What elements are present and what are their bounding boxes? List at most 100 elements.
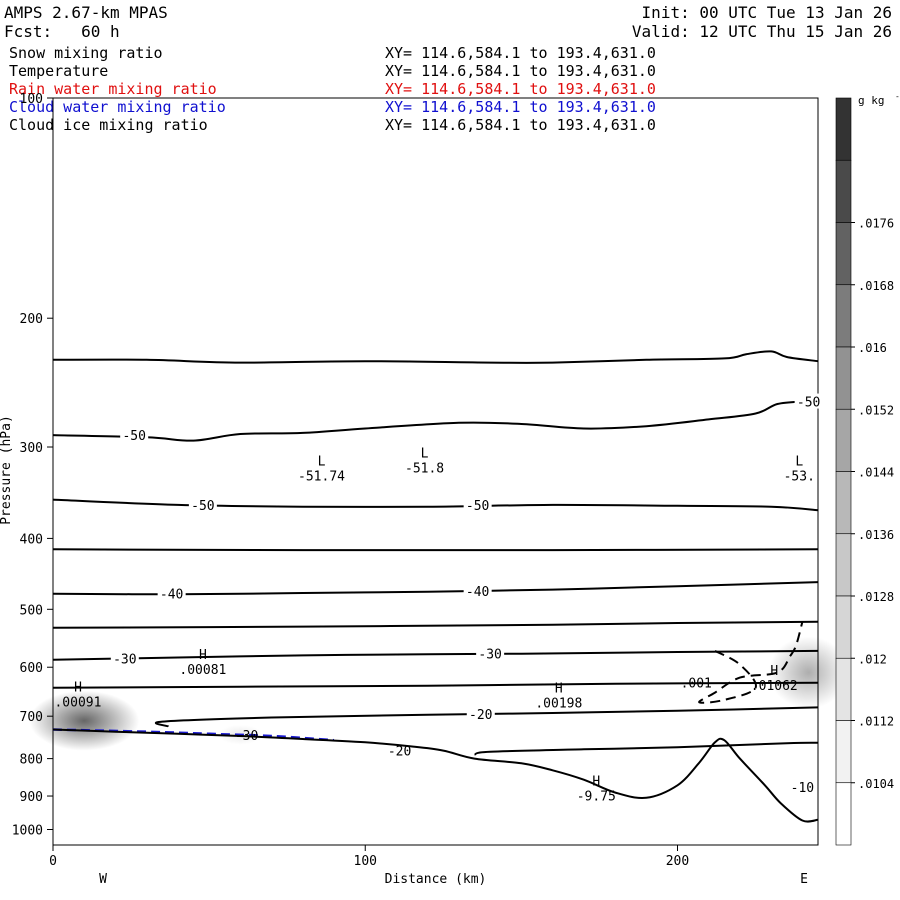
isotherm-line xyxy=(52,548,819,552)
colorbar-segment xyxy=(835,782,852,846)
isotherm-label: -20 xyxy=(469,708,492,723)
isotherm-label-bg xyxy=(110,650,139,666)
isotherm-line xyxy=(52,649,819,661)
model-title: AMPS 2.67-km MPAS xyxy=(4,3,168,22)
y-tick-label: 800 xyxy=(20,753,43,768)
colorbar-label: .0112 xyxy=(858,715,894,729)
colorbar-segment xyxy=(835,533,852,597)
extremum-type: L xyxy=(421,446,429,461)
extremum-type: L xyxy=(318,455,326,470)
y-tick-label: 300 xyxy=(20,441,43,456)
legend-xy: XY= 114.6,584.1 to 193.4,631.0 xyxy=(385,116,656,134)
y-tick-label: 200 xyxy=(20,312,43,327)
isotherm-label-bg xyxy=(120,427,149,443)
terrain-line xyxy=(52,728,819,823)
isotherm-line xyxy=(154,706,819,728)
extremum-type: H xyxy=(74,681,82,696)
legend-xy: XY= 114.6,584.1 to 193.4,631.0 xyxy=(385,62,656,80)
east-label: E xyxy=(800,872,808,887)
extremum-value: -51.74 xyxy=(298,470,345,485)
extremum-value: -53. xyxy=(784,470,815,485)
extremum-type: L xyxy=(795,455,803,470)
colorbar-label: .0152 xyxy=(858,403,894,417)
colorbar-segment xyxy=(835,159,852,223)
forecast-hour: Fcst: 60 h xyxy=(4,22,120,41)
isotherm-label-bg xyxy=(476,645,505,661)
init-time: Init: 00 UTC Tue 13 Jan 26 xyxy=(641,3,892,22)
extremum-type: H xyxy=(555,682,563,697)
y-tick-label: 700 xyxy=(20,710,43,725)
extremum-value: .00198 xyxy=(535,697,582,712)
colorbar-segment xyxy=(835,222,852,286)
isotherm-label-bg xyxy=(788,779,817,795)
isotherm-label: -50 xyxy=(797,396,820,411)
snow-mixing-contour xyxy=(698,621,804,704)
isotherm-line xyxy=(52,350,819,364)
contour-label: -30 xyxy=(235,729,258,744)
extremum-value: .00081 xyxy=(179,663,226,678)
colorbar-label: .0176 xyxy=(858,217,894,231)
cloud-ice-shading xyxy=(768,636,849,709)
cloud-ice-shading xyxy=(29,690,140,751)
colorbar-label: .016 xyxy=(858,341,887,355)
extremum-value: -9.75 xyxy=(577,789,616,804)
colorbar-segment xyxy=(835,346,852,410)
colorbar-segment xyxy=(835,471,852,535)
y-tick-label: 400 xyxy=(20,532,43,547)
isotherm-line xyxy=(52,681,819,689)
isotherm-label: -40 xyxy=(466,585,489,600)
y-tick-label: 900 xyxy=(20,790,43,805)
y-tick-label: 600 xyxy=(20,661,43,676)
isotherm-label: -50 xyxy=(122,429,145,444)
y-tick-label: 1000 xyxy=(12,824,43,839)
isotherm-line xyxy=(52,620,819,629)
colorbar-label: .0168 xyxy=(858,279,894,293)
isotherm-line xyxy=(52,400,819,442)
extremum-type: H xyxy=(592,774,600,789)
x-axis-label: Distance (km) xyxy=(385,872,487,887)
colorbar-segment xyxy=(835,720,852,784)
cloud-water-contour xyxy=(52,728,335,742)
extremum-type: H xyxy=(770,664,778,679)
x-tick-label: 0 xyxy=(49,854,57,869)
colorbar-segment xyxy=(835,595,852,659)
legend-xy: XY= 114.6,584.1 to 193.4,631.0 xyxy=(385,80,656,98)
plot-frame xyxy=(52,97,819,846)
y-axis-label: Pressure (hPa) xyxy=(0,415,14,525)
colorbar-segment xyxy=(835,408,852,472)
extremum-value: .01062 xyxy=(751,679,798,694)
isotherm-label: -10 xyxy=(791,781,814,796)
extremum-value: .00091 xyxy=(54,696,101,711)
colorbar-label: .0144 xyxy=(858,466,894,480)
y-tick-label: 100 xyxy=(20,92,43,107)
colorbar-units-exp: -1 xyxy=(895,92,900,101)
contour-label: -20 xyxy=(388,745,411,760)
colorbar-segment xyxy=(835,97,852,161)
isotherm-label: -30 xyxy=(113,653,136,668)
isotherm-line xyxy=(52,498,819,512)
isotherm-label: -40 xyxy=(160,588,183,603)
colorbar-label: .012 xyxy=(858,652,887,666)
extremum-value: -51.8 xyxy=(405,461,444,476)
colorbar-units: g kg xyxy=(858,94,885,107)
extremum-type: H xyxy=(199,648,207,663)
isotherm-label: -50 xyxy=(466,499,489,514)
legend-name: Rain water mixing ratio xyxy=(9,80,217,98)
legend-name: Cloud water mixing ratio xyxy=(9,98,226,116)
x-tick-label: 100 xyxy=(354,854,377,869)
legend-name: Snow mixing ratio xyxy=(9,44,163,62)
colorbar-label: .0128 xyxy=(858,590,894,604)
isotherm-label-bg xyxy=(463,582,492,598)
y-tick-label: 500 xyxy=(20,603,43,618)
legend-xy: XY= 114.6,584.1 to 193.4,631.0 xyxy=(385,44,656,62)
isotherm-label: -30 xyxy=(478,648,501,663)
legend-name: Temperature xyxy=(9,62,109,80)
isotherm-label-bg xyxy=(463,496,492,512)
isotherm-label-bg xyxy=(794,393,823,409)
west-label: W xyxy=(99,872,107,887)
colorbar-segment xyxy=(835,284,852,348)
isotherm-label-bg xyxy=(157,585,186,601)
colorbar-segment xyxy=(835,657,852,721)
legend-xy: XY= 114.6,584.1 to 193.4,631.0 xyxy=(385,98,656,116)
